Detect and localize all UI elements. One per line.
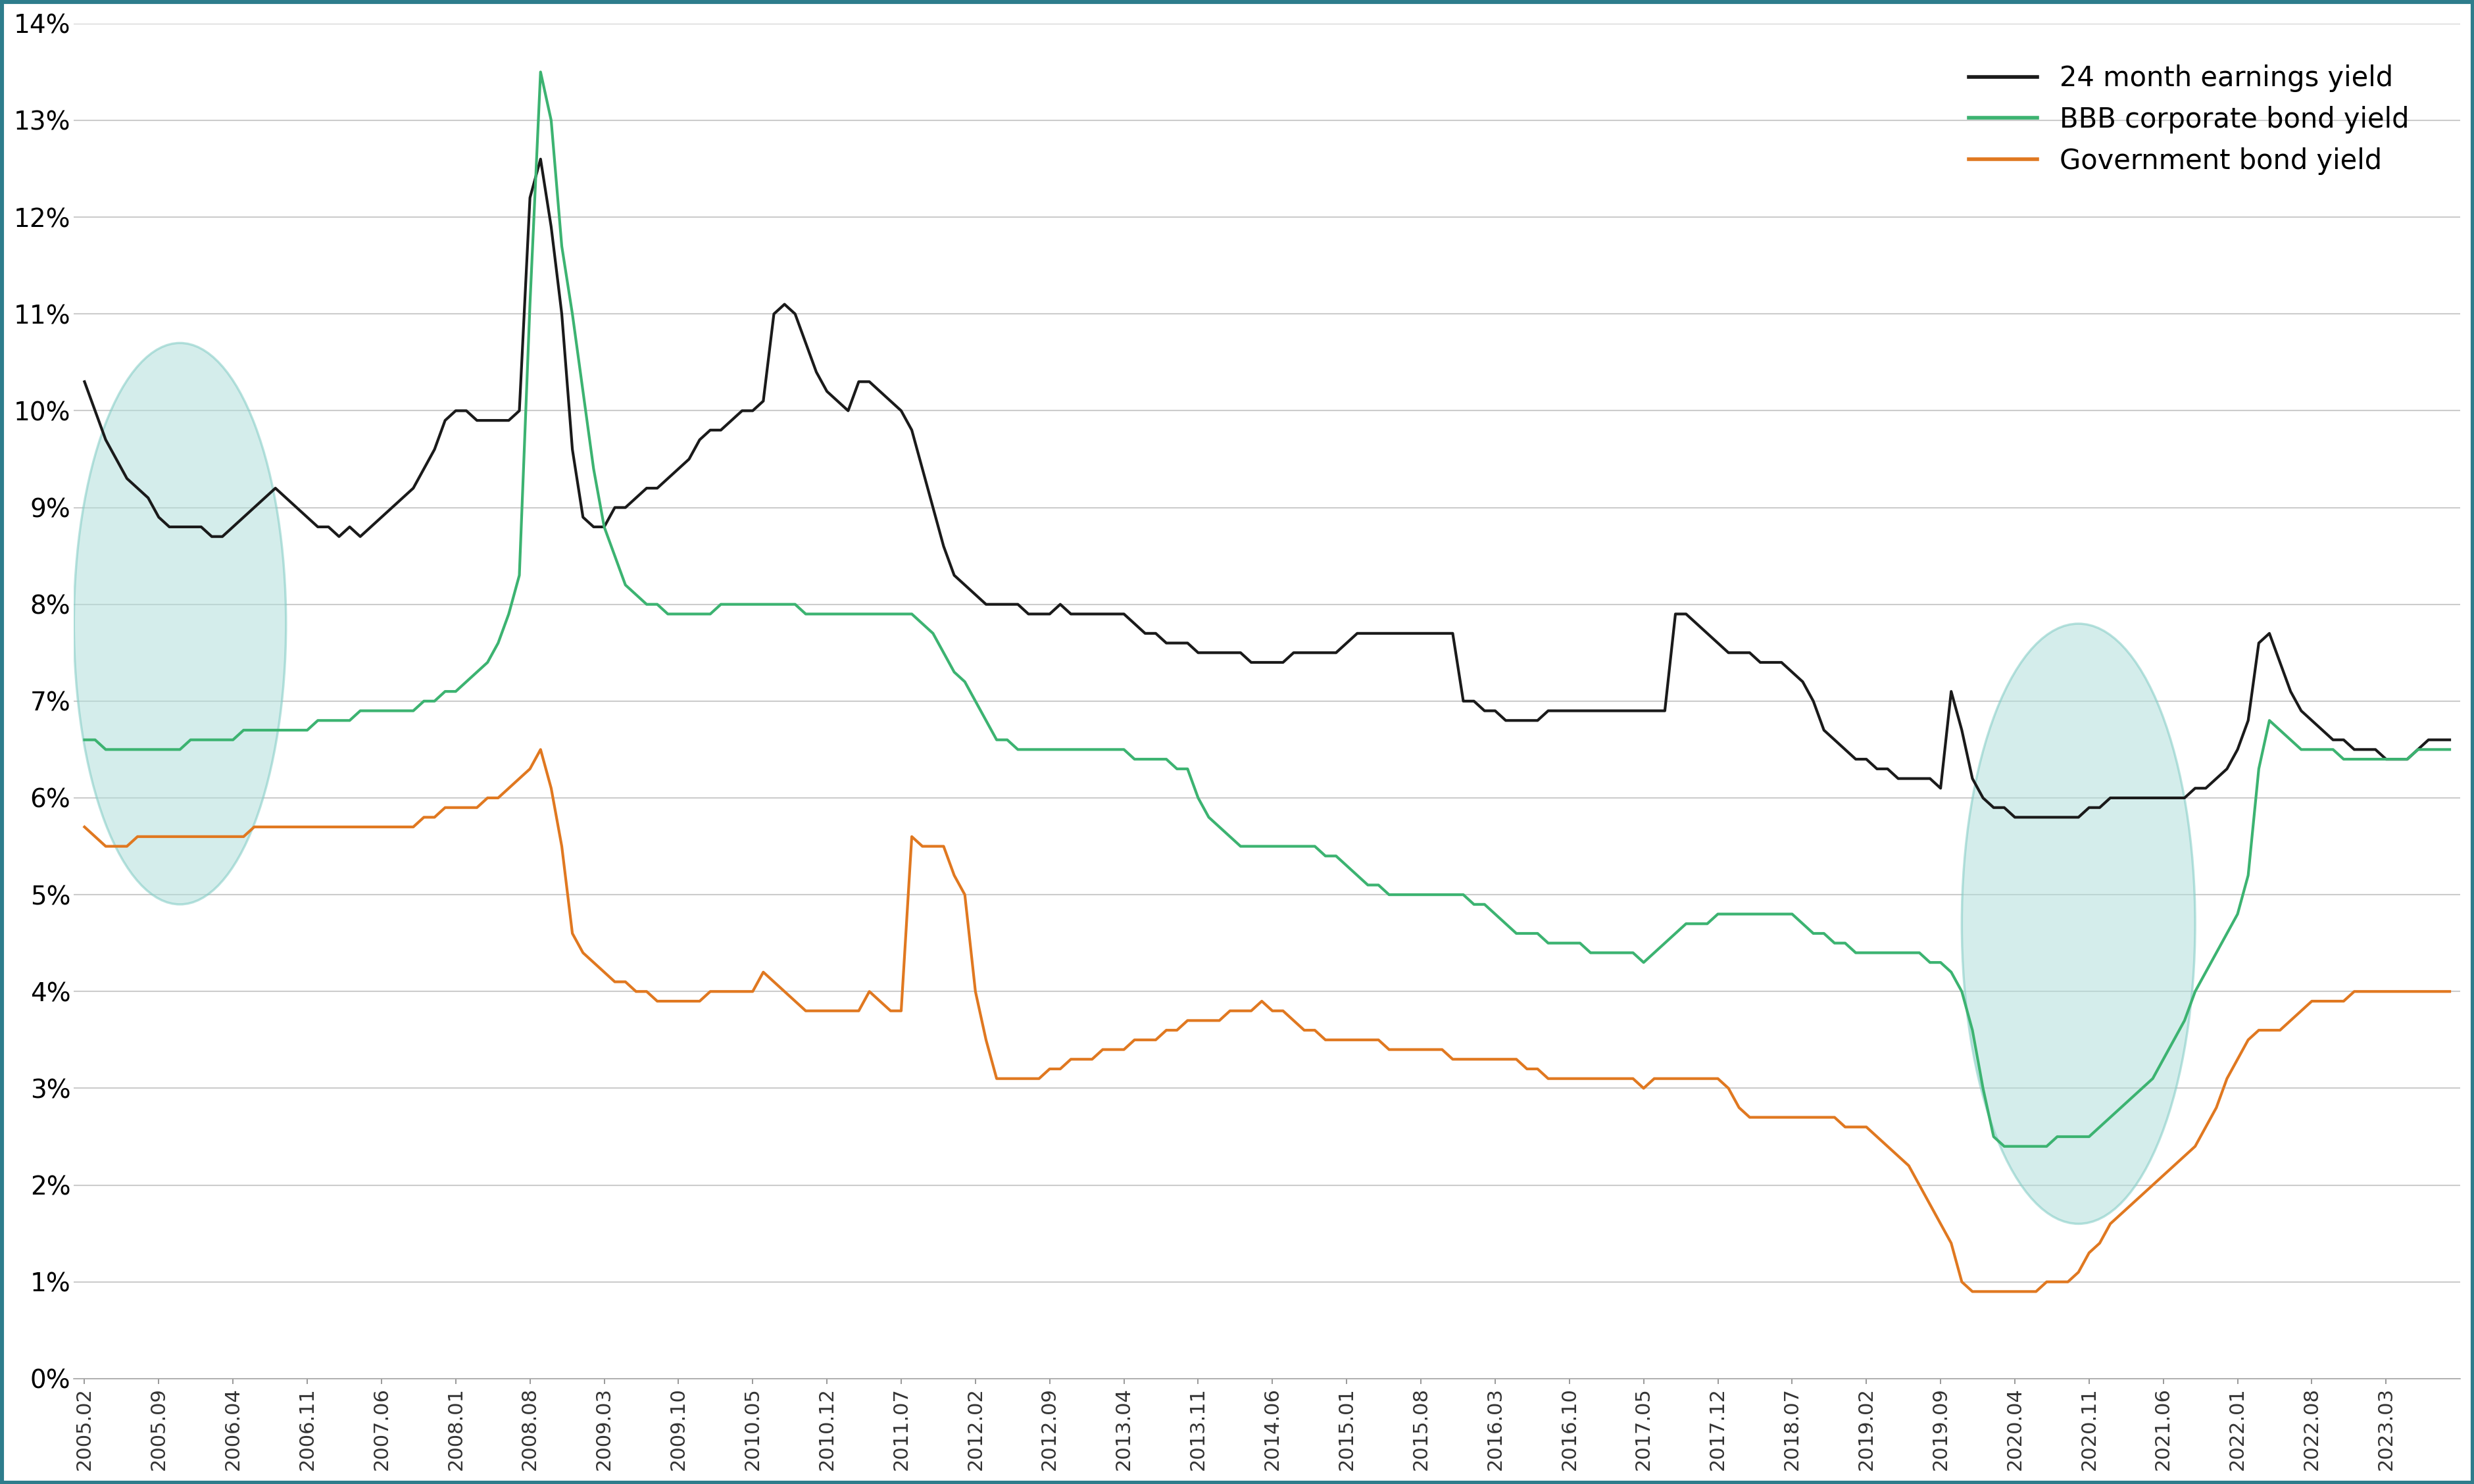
Government bond yield: [1957, 1282, 1987, 1300]
Government bond yield: [524, 741, 554, 758]
24 month earnings yield: [524, 150, 554, 168]
Government bond yield: [250, 818, 280, 835]
24 month earnings yield: [69, 372, 99, 390]
BBB corporate bond yield: [250, 721, 280, 739]
24 month earnings yield: [282, 499, 312, 516]
Line: Government bond yield: Government bond yield: [84, 749, 2449, 1291]
BBB corporate bond yield: [1989, 1137, 2019, 1155]
Government bond yield: [1544, 1070, 1573, 1088]
Ellipse shape: [1962, 623, 2194, 1224]
24 month earnings yield: [1544, 702, 1573, 720]
BBB corporate bond yield: [1343, 867, 1373, 884]
Line: 24 month earnings yield: 24 month earnings yield: [84, 159, 2449, 818]
24 month earnings yield: [250, 488, 280, 506]
BBB corporate bond yield: [524, 62, 554, 80]
Legend: 24 month earnings yield, BBB corporate bond yield, Government bond yield: 24 month earnings yield, BBB corporate b…: [1954, 50, 2422, 188]
BBB corporate bond yield: [69, 732, 99, 749]
BBB corporate bond yield: [2434, 741, 2464, 758]
24 month earnings yield: [2392, 751, 2422, 769]
BBB corporate bond yield: [2392, 751, 2422, 769]
Government bond yield: [2434, 982, 2464, 1000]
Government bond yield: [2392, 982, 2422, 1000]
Ellipse shape: [74, 343, 287, 904]
Government bond yield: [601, 974, 631, 991]
24 month earnings yield: [601, 499, 631, 516]
Line: BBB corporate bond yield: BBB corporate bond yield: [84, 71, 2449, 1146]
24 month earnings yield: [2434, 732, 2464, 749]
24 month earnings yield: [1999, 809, 2029, 827]
BBB corporate bond yield: [601, 548, 631, 565]
24 month earnings yield: [1343, 625, 1373, 643]
Government bond yield: [69, 818, 99, 835]
BBB corporate bond yield: [282, 721, 312, 739]
Government bond yield: [1343, 1031, 1373, 1049]
Government bond yield: [282, 818, 312, 835]
BBB corporate bond yield: [1544, 935, 1573, 953]
